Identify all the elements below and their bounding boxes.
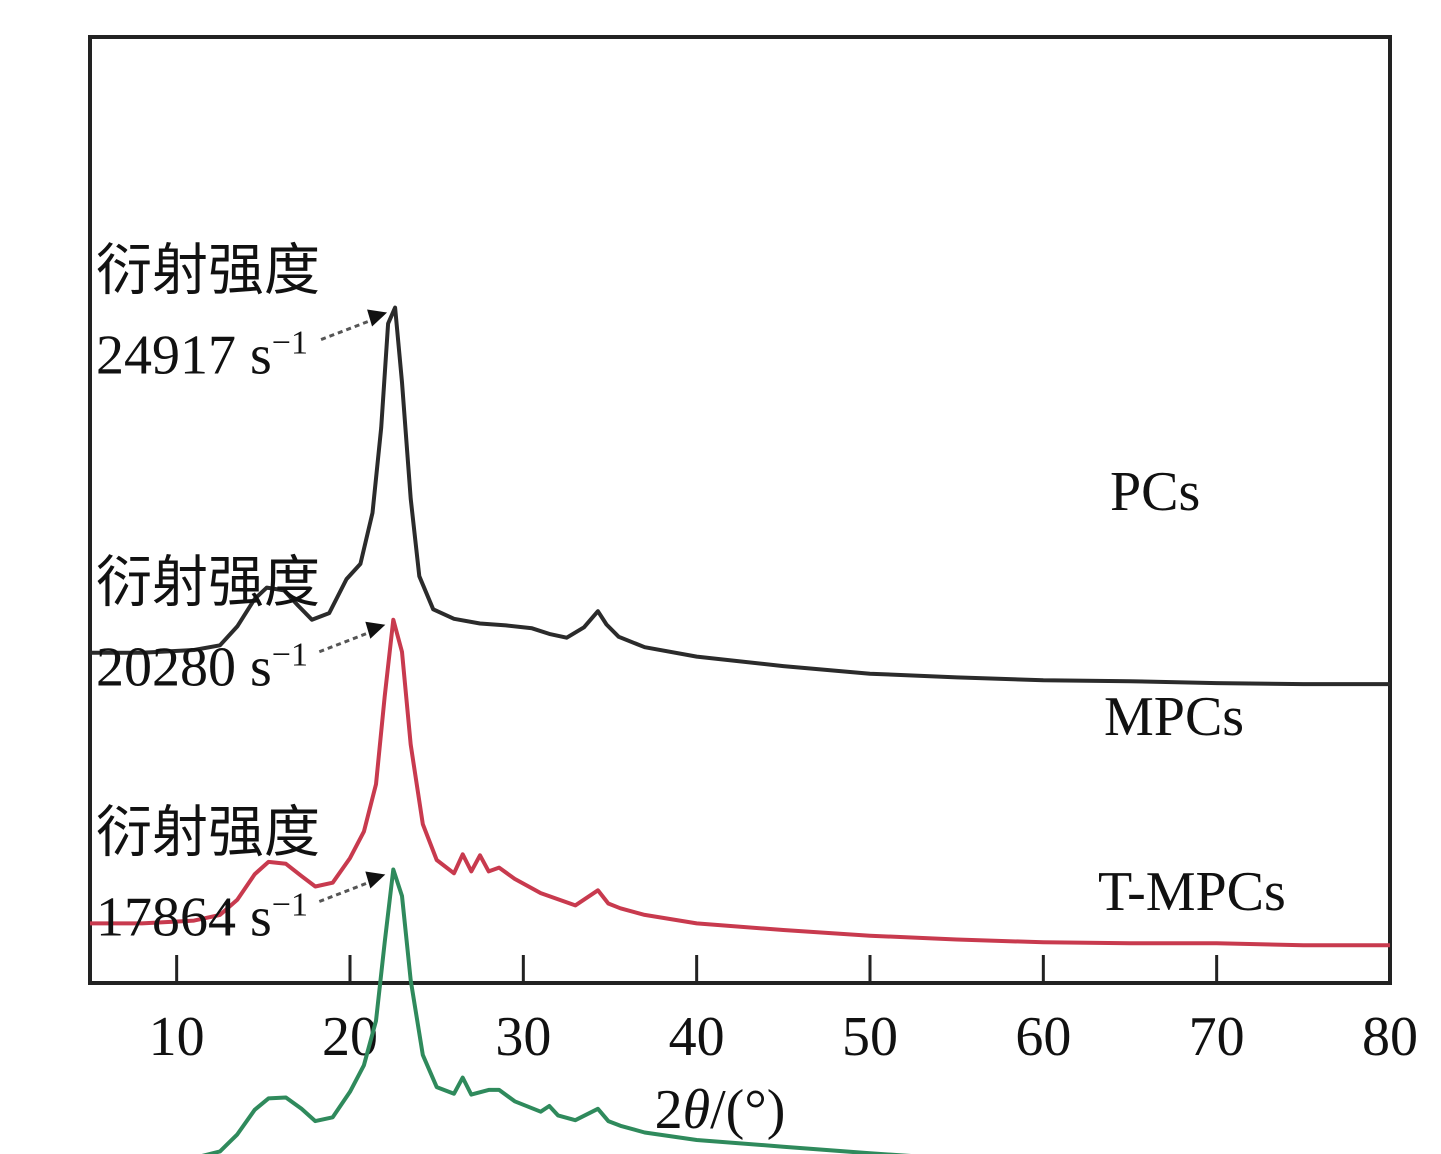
annotation-arrowhead-mpcs	[365, 621, 386, 639]
annotation-arrow-t-mpcs	[318, 880, 372, 903]
annotation-arrowhead-t-mpcs	[365, 871, 386, 889]
annotation-value-pcs: 24917 s−1	[96, 325, 308, 387]
x-axis-label: 2θ/(°)	[655, 1079, 786, 1141]
x-tick-label-60: 60	[1015, 1006, 1071, 1068]
x-tick-label-10: 10	[149, 1006, 205, 1068]
annotation-title-t-mpcs: 衍射强度	[96, 802, 320, 864]
series-lines	[90, 305, 1390, 1154]
x-tick-label-20: 20	[322, 1006, 378, 1068]
plot-frame	[88, 35, 1392, 985]
annotation-value-t-mpcs: 17864 s−1	[96, 886, 308, 948]
annotation-title-pcs: 衍射强度	[96, 241, 320, 303]
x-tick-label-70: 70	[1189, 1006, 1245, 1068]
series-labels: PCs MPCs T-MPCs	[1098, 461, 1286, 923]
annotation-title-mpcs: 衍射强度	[96, 553, 320, 615]
x-tick-label-80: 80	[1362, 1006, 1418, 1068]
series-label-t-mpcs: T-MPCs	[1098, 861, 1286, 923]
annotation-arrowhead-pcs	[367, 309, 388, 327]
series-label-pcs: PCs	[1110, 461, 1200, 523]
annotation-arrow-mpcs	[318, 630, 372, 654]
x-tick-label-40: 40	[669, 1006, 725, 1068]
series-line-mpcs	[90, 617, 1390, 948]
peak-annotations: 衍射强度 24917 s−1 衍射强度 20280 s−1 衍射强度 17864 s−1	[96, 241, 388, 948]
x-tick-label-50: 50	[842, 1006, 898, 1068]
series-line-t-mpcs	[201, 867, 912, 1154]
annotation-arrow-pcs	[320, 318, 374, 341]
x-axis-ticks: 10 20 30 40 50 60 70 80	[149, 955, 1418, 1068]
series-line-pcs	[90, 305, 1390, 687]
x-tick-label-30: 30	[495, 1006, 551, 1068]
series-label-mpcs: MPCs	[1104, 686, 1244, 748]
annotation-value-mpcs: 20280 s−1	[96, 637, 308, 699]
